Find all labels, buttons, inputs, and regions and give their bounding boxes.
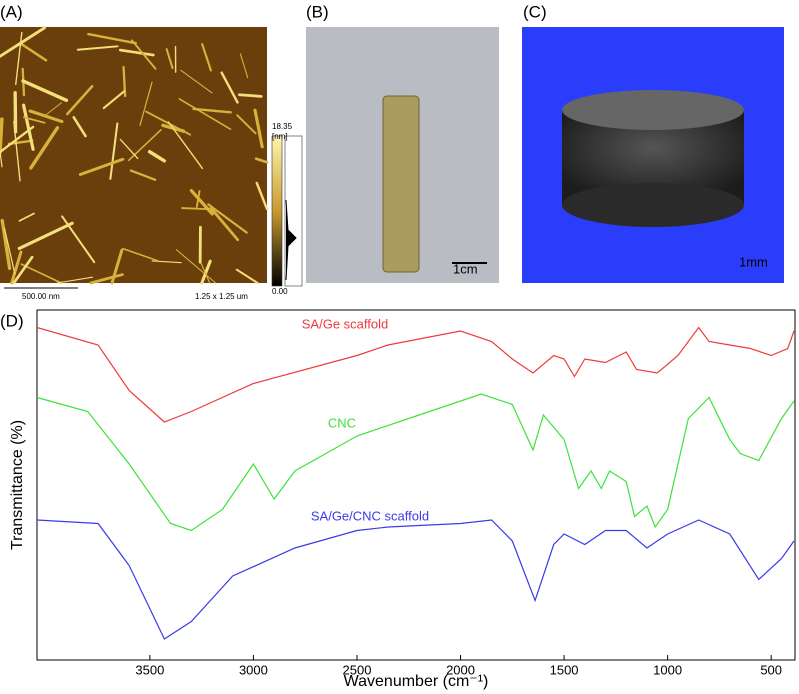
image-size: 1.25 x 1.25 um <box>195 292 248 301</box>
fiber <box>89 273 124 285</box>
x-tick-label: 1000 <box>653 662 682 677</box>
fiber <box>207 203 248 234</box>
fiber <box>165 48 174 70</box>
fiber <box>129 169 157 181</box>
scale-bar-label: 1cm <box>453 261 478 276</box>
panel-label: (B) <box>306 2 329 21</box>
fiber <box>15 31 23 86</box>
fiber <box>200 259 212 285</box>
fiber <box>235 268 259 285</box>
panel-label: (D) <box>0 311 24 330</box>
fiber <box>0 151 3 168</box>
scaffold-photo <box>382 95 420 273</box>
fiber <box>76 45 119 51</box>
fiber <box>17 221 74 251</box>
fiber <box>78 157 125 176</box>
fiber <box>12 255 34 285</box>
fiber <box>237 93 263 98</box>
afm-fibers <box>0 26 269 285</box>
series-label: SA/Ge/CNC scaffold <box>311 508 429 523</box>
fiber <box>200 263 211 284</box>
fiber <box>209 206 240 242</box>
ftir-chart: 3500 3000 2500 2000 1500 1000 500 Wavenumber (c… <box>9 309 796 690</box>
fiber <box>189 189 214 216</box>
fiber <box>28 109 64 124</box>
fiber <box>175 249 217 284</box>
histogram-box <box>284 135 303 287</box>
x-tick-label: 500 <box>760 662 782 677</box>
series-label: CNC <box>328 415 356 430</box>
fiber <box>66 85 94 116</box>
fiber <box>119 138 139 160</box>
scaffold-top <box>562 90 744 130</box>
scale-bar-label: 1mm <box>739 254 768 269</box>
fiber <box>201 43 212 72</box>
fiber <box>20 43 48 62</box>
fiber <box>21 79 69 103</box>
scale-min: 0.00 <box>272 287 288 296</box>
spectrum-line <box>36 393 795 532</box>
spectrum-line <box>36 326 795 423</box>
fiber <box>253 108 264 149</box>
x-tick-label: 2000 <box>446 662 475 677</box>
fiber <box>180 69 213 94</box>
spectrum-line <box>36 519 795 640</box>
fiber <box>56 276 94 284</box>
fiber <box>0 26 47 58</box>
fiber <box>181 207 209 211</box>
fiber <box>20 263 63 284</box>
fiber <box>139 81 153 126</box>
fiber <box>167 121 204 170</box>
fiber <box>29 126 60 170</box>
fiber <box>0 117 4 155</box>
fiber <box>22 116 46 124</box>
scale-max: 18.35 <box>272 122 293 131</box>
scaffold-bottom <box>562 183 744 227</box>
plot-frame <box>36 309 796 661</box>
histogram <box>285 199 297 281</box>
fiber <box>118 48 155 57</box>
scale-bar-label: 500.00 nm <box>22 292 60 301</box>
fiber <box>254 157 269 164</box>
fiber <box>239 53 249 79</box>
panel-label: (C) <box>523 2 547 21</box>
fiber <box>44 102 62 117</box>
fiber <box>130 39 157 70</box>
x-axis-label: Wavenumber (cm⁻¹) <box>344 673 489 690</box>
fiber <box>178 98 232 130</box>
x-tick-label: 3000 <box>239 662 268 677</box>
fiber <box>61 215 96 264</box>
fiber <box>10 250 23 285</box>
fiber <box>102 90 126 110</box>
x-tick-label: 3500 <box>135 662 164 677</box>
panel-label: (A) <box>0 2 23 21</box>
x-tick-label: 1500 <box>550 662 579 677</box>
x-tick-label: 2500 <box>343 662 372 677</box>
y-axis-label: Transmittance (%) <box>9 420 26 550</box>
fiber <box>109 122 119 180</box>
fiber <box>21 103 35 151</box>
fiber <box>3 227 16 275</box>
fiber <box>220 71 239 104</box>
fiber <box>192 107 232 114</box>
fiber <box>72 116 87 138</box>
fiber <box>87 32 137 45</box>
fiber <box>236 114 257 135</box>
fiber <box>122 247 159 262</box>
fiber <box>0 218 12 270</box>
series-label: SA/Ge scaffold <box>302 316 388 331</box>
fiber <box>255 181 269 211</box>
color-scale <box>271 135 283 287</box>
fiber <box>18 212 35 222</box>
fiber <box>147 150 167 163</box>
scale-unit: [nm] <box>272 132 288 141</box>
